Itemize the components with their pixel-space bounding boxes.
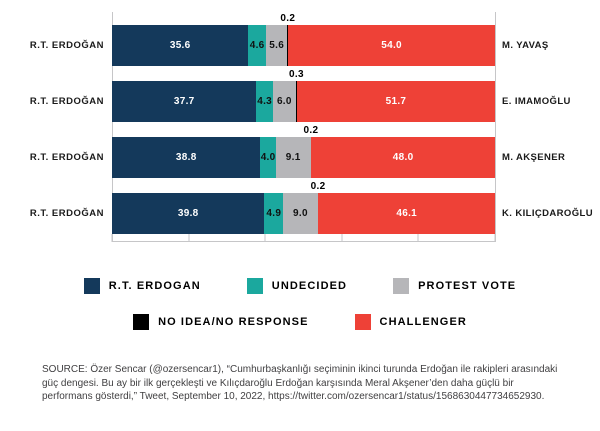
axis-tick-20	[188, 234, 190, 242]
row-left-label: R.T. ERDOĞAN	[29, 40, 104, 51]
legend-swatch-no_idea_no_response	[133, 314, 150, 330]
legend-label: UNDECIDED	[271, 280, 348, 292]
legend-row1: R.T. ERDOGAN UNDECIDED PROTEST VOTE	[0, 278, 600, 294]
row-right-label: M. AKŞENER	[502, 152, 566, 163]
segment-value: 46.1	[396, 208, 418, 219]
top-label-area: 0.2	[112, 10, 495, 25]
stacked-bar: 35.6 4.6 5.6 54.0	[112, 25, 495, 66]
legend-swatch-protest_vote	[393, 278, 410, 294]
gridline-0pct	[112, 12, 113, 242]
axis-tick-60	[341, 234, 343, 242]
legend-item-protest_vote: PROTEST VOTE	[393, 278, 516, 294]
segment-challenger: 51.7	[296, 81, 495, 122]
segment-value: 54.0	[381, 40, 402, 51]
segment-no_idea_no_response	[295, 81, 297, 122]
stacked-bar: 38.8 4.0 9.1 48.0	[112, 137, 495, 178]
segment-protest_vote: 9.1	[275, 137, 311, 178]
segment-value: 51.7	[385, 96, 407, 107]
segment-value: 4.9	[266, 208, 282, 219]
segment-erdogan: 37.7	[112, 81, 257, 122]
segment-value: 38.8	[175, 152, 197, 163]
no-idea-value-label: 0.2	[303, 125, 319, 136]
legend-item-no_idea_no_response: NO IDEA/NO RESPONSE	[133, 314, 308, 330]
segment-erdogan: 39.8	[112, 193, 265, 234]
chart-area: 0.2 R.T. ERDOĞAN 35.6 4.6 5.6 54.0 M. YAVAŞ…	[0, 10, 600, 242]
legend-label: PROTEST VOTE	[418, 280, 517, 292]
chart-row: 0.2 R.T. ERDOĞAN 38.8 4.0 9.1 48.0 M. AKŞEN…	[0, 122, 600, 178]
no-idea-value-label: 0.2	[310, 181, 326, 192]
legend-label: NO IDEA/NO RESPONSE	[158, 316, 309, 328]
segment-challenger: 46.1	[318, 193, 495, 234]
gridline-100pct	[495, 12, 496, 242]
row-left-label: R.T. ERDOĞAN	[29, 152, 104, 163]
segment-protest_vote: 6.0	[272, 81, 296, 122]
segment-erdogan: 35.6	[112, 25, 249, 66]
axis-tick-0	[111, 234, 113, 242]
chart-row: 0.2 R.T. ERDOĞAN 39.8 4.9 9.0 46.1 K. KILIÇ…	[0, 178, 600, 234]
top-label-area: 0.2	[112, 122, 495, 137]
chart-row: 0.2 R.T. ERDOĞAN 35.6 4.6 5.6 54.0 M. YAVAŞ	[0, 10, 600, 66]
axis-tick-100	[494, 234, 496, 242]
axis-tick-80	[417, 234, 419, 242]
segment-value: 39.8	[177, 208, 199, 219]
segment-value: 48.0	[392, 152, 414, 163]
segment-value: 37.7	[173, 96, 195, 107]
segment-value: 9.1	[285, 152, 301, 163]
stacked-bar: 37.7 4.3 6.0 51.7	[112, 81, 495, 122]
segment-value: 35.6	[169, 40, 191, 51]
segment-challenger: 54.0	[288, 25, 495, 66]
segment-value: 9.0	[293, 208, 308, 219]
legend-label: R.T. ERDOGAN	[108, 280, 201, 292]
row-right-label: M. YAVAŞ	[502, 40, 549, 51]
legend-swatch-undecided	[246, 278, 263, 294]
no-idea-value-label: 0.2	[280, 13, 296, 24]
segment-no_idea_no_response	[310, 137, 312, 178]
segment-value: 4.3	[257, 96, 273, 107]
segment-undecided: 4.9	[264, 193, 284, 234]
segment-value: 5.6	[269, 40, 285, 51]
x-axis	[111, 234, 496, 242]
segment-protest_vote: 9.0	[283, 193, 318, 234]
segment-undecided: 4.0	[260, 137, 276, 178]
chart-rows: 0.2 R.T. ERDOĞAN 35.6 4.6 5.6 54.0 M. YAVAŞ…	[0, 10, 600, 234]
row-left-label: R.T. ERDOĞAN	[29, 208, 104, 219]
top-label-area: 0.3	[112, 66, 495, 81]
segment-value: 4.6	[249, 40, 265, 51]
chart-row: 0.3 R.T. ERDOĞAN 37.7 4.3 6.0 51.7 E. IMAMO…	[0, 66, 600, 122]
legend-item-erdogan: R.T. ERDOGAN	[83, 278, 201, 294]
top-label-area: 0.2	[112, 178, 495, 193]
segment-no_idea_no_response	[317, 193, 319, 234]
segment-no_idea_no_response	[287, 25, 289, 66]
row-left-label: R.T. ERDOĞAN	[29, 96, 104, 107]
no-idea-value-label: 0.3	[289, 69, 304, 80]
legend-item-undecided: UNDECIDED	[246, 278, 348, 294]
segment-value: 4.0	[260, 152, 276, 163]
row-right-label: K. KILIÇDAROĞLU	[502, 208, 593, 219]
legend-item-challenger: CHALLENGER	[354, 314, 467, 330]
segment-challenger: 48.0	[311, 137, 495, 178]
segment-value: 6.0	[276, 96, 292, 107]
legend-swatch-erdogan	[83, 278, 100, 294]
legend-row2: NO IDEA/NO RESPONSE CHALLENGER	[0, 314, 600, 330]
segment-erdogan: 38.8	[112, 137, 261, 178]
legend-swatch-challenger	[354, 314, 371, 330]
axis-tick-40	[264, 234, 266, 242]
source-note: SOURCE: Özer Sencar (@ozersencar1), “Cum…	[42, 364, 558, 402]
stacked-bar: 39.8 4.9 9.0 46.1	[112, 193, 495, 234]
segment-protest_vote: 5.6	[265, 25, 288, 66]
segment-undecided: 4.6	[248, 25, 266, 66]
segment-undecided: 4.3	[256, 81, 273, 122]
row-right-label: E. IMAMOĞLU	[502, 96, 571, 107]
legend-label: CHALLENGER	[379, 316, 467, 328]
